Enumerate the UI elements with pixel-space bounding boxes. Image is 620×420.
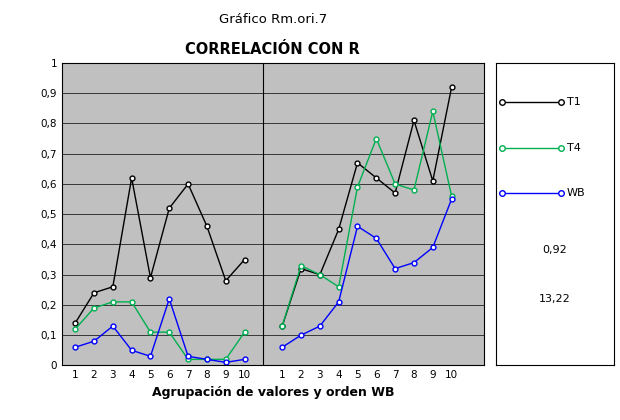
Line: T4: T4	[73, 299, 247, 362]
T1	[109, 284, 117, 289]
T4	[222, 357, 229, 362]
T4	[203, 357, 211, 362]
X-axis label: Agrupación de valores y orden WB: Agrupación de valores y orden WB	[151, 386, 394, 399]
T4	[109, 299, 117, 304]
WB	[147, 354, 154, 359]
T4	[91, 305, 98, 310]
Text: Gráfico Rm.ori.7: Gráfico Rm.ori.7	[219, 13, 327, 26]
T1	[203, 224, 211, 229]
Text: CORRELACIÓN CON R: CORRELACIÓN CON R	[185, 42, 360, 57]
T1	[222, 278, 229, 283]
WB	[91, 339, 98, 344]
WB	[128, 348, 135, 353]
T1	[241, 257, 248, 262]
T4	[147, 330, 154, 335]
Text: 13,22: 13,22	[539, 294, 571, 304]
T1	[91, 290, 98, 295]
Line: WB: WB	[73, 297, 247, 365]
T4	[184, 357, 192, 362]
T4	[241, 330, 248, 335]
Text: 0,92: 0,92	[542, 245, 567, 255]
Line: T1: T1	[73, 176, 247, 326]
WB	[109, 323, 117, 328]
T1	[147, 275, 154, 280]
WB	[71, 345, 79, 350]
T1	[166, 206, 173, 211]
T1	[184, 181, 192, 186]
Text: T4: T4	[567, 143, 580, 153]
WB	[184, 354, 192, 359]
WB	[166, 297, 173, 302]
Text: WB: WB	[567, 188, 585, 198]
T4	[166, 330, 173, 335]
T4	[71, 327, 79, 332]
WB	[222, 360, 229, 365]
T4	[128, 299, 135, 304]
WB	[203, 357, 211, 362]
T1	[128, 176, 135, 181]
Text: T1: T1	[567, 97, 580, 108]
T1	[71, 320, 79, 326]
WB	[241, 357, 248, 362]
